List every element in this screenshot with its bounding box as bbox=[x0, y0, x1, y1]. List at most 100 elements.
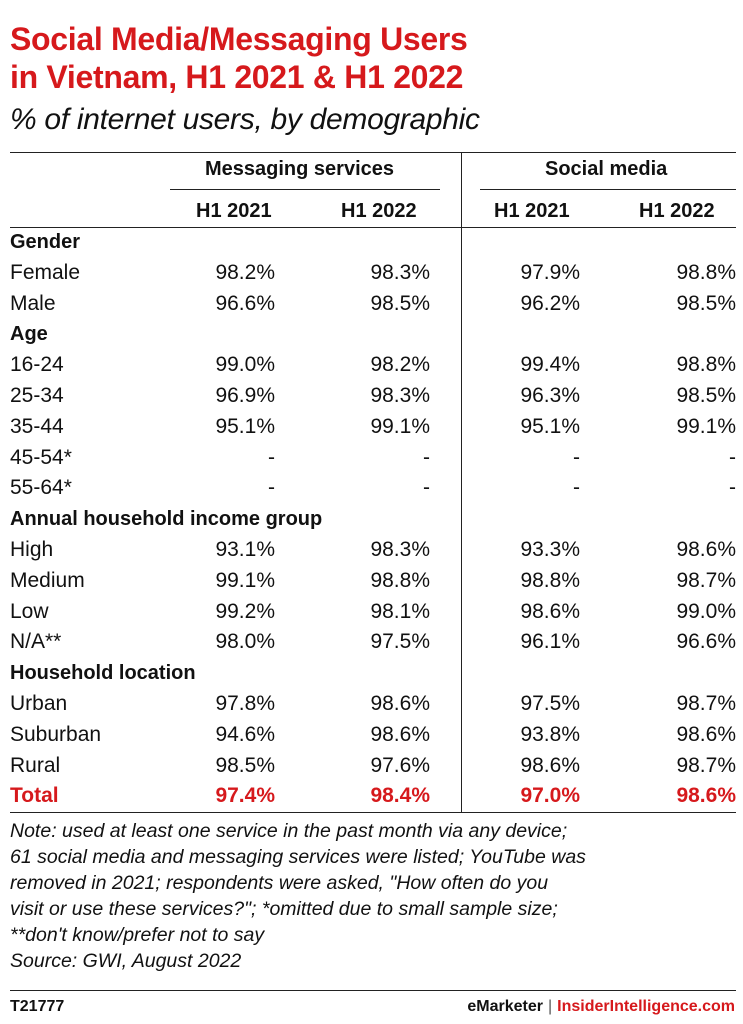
table-cell: 97.5% bbox=[520, 692, 580, 715]
table-cell: 93.1% bbox=[215, 538, 275, 561]
table-cell: 98.7% bbox=[676, 692, 736, 715]
table-cell: 98.7% bbox=[676, 753, 736, 777]
footer-branding: eMarketer | InsiderIntelligence.com bbox=[467, 998, 735, 1016]
total-cell: 97.0% bbox=[520, 784, 580, 808]
table-cell: 98.1% bbox=[370, 599, 430, 623]
row-label: 16-24 bbox=[10, 353, 64, 377]
table-cell: 98.5% bbox=[370, 291, 430, 315]
header-bottom-rule bbox=[10, 227, 736, 228]
row-label: Male bbox=[10, 291, 56, 315]
table-cell: 98.0% bbox=[215, 630, 275, 654]
table-cell: 99.1% bbox=[215, 568, 275, 592]
brand-insiderintelligence: InsiderIntelligence.com bbox=[557, 998, 735, 1015]
row-group-header: Age bbox=[10, 323, 48, 346]
table-top-rule bbox=[10, 152, 736, 153]
table-cell: 99.0% bbox=[676, 599, 736, 623]
table-cell: - bbox=[268, 476, 275, 500]
table-cell: 98.8% bbox=[676, 353, 736, 377]
table-cell: 97.8% bbox=[215, 692, 275, 715]
chart-title-line-2: in Vietnam, H1 2021 & H1 2022 bbox=[10, 59, 464, 95]
column-group-messaging: Messaging services bbox=[205, 158, 394, 180]
note-line: **don't know/prefer not to say bbox=[10, 924, 265, 946]
table-cell: 98.6% bbox=[520, 753, 580, 777]
column-group-social-media: Social media bbox=[545, 158, 668, 180]
total-cell: 98.4% bbox=[370, 784, 430, 808]
table-cell: 95.1% bbox=[520, 414, 580, 438]
chart-id: T21777 bbox=[10, 998, 65, 1015]
table-cell: 99.2% bbox=[215, 599, 275, 623]
total-cell: 98.6% bbox=[676, 784, 736, 808]
note-line: removed in 2021; respondents were asked,… bbox=[10, 872, 549, 894]
row-label: High bbox=[10, 538, 54, 561]
table-cell: - bbox=[423, 476, 430, 500]
table-cell: - bbox=[729, 476, 736, 500]
table-cell: 97.6% bbox=[370, 753, 430, 777]
table-cell: 99.4% bbox=[520, 353, 580, 377]
row-label: 45-54* bbox=[10, 445, 72, 469]
table-cell: 96.3% bbox=[520, 384, 580, 407]
table-cell: 98.2% bbox=[370, 353, 430, 377]
chart-title-line-1: Social Media/Messaging Users bbox=[10, 21, 468, 57]
note-line: Note: used at least one service in the p… bbox=[10, 820, 568, 842]
column-header-sm-2022: H1 2022 bbox=[639, 200, 715, 222]
table-cell: - bbox=[268, 445, 275, 469]
row-group-header: Gender bbox=[10, 231, 81, 253]
total-cell: 97.4% bbox=[215, 784, 275, 808]
table-cell: 97.5% bbox=[370, 630, 430, 654]
messaging-header-rule bbox=[170, 189, 440, 190]
table-cell: 99.1% bbox=[676, 414, 736, 438]
row-label: 55-64* bbox=[10, 476, 72, 500]
table-cell: 98.5% bbox=[215, 753, 275, 777]
table-cell: 96.1% bbox=[520, 630, 580, 654]
table-cell: 96.2% bbox=[520, 291, 580, 315]
table-cell: 98.5% bbox=[676, 384, 736, 407]
table-cell: 98.8% bbox=[370, 568, 430, 592]
table-cell: 95.1% bbox=[215, 414, 275, 438]
table-cell: 97.9% bbox=[520, 260, 580, 284]
table-cell: 98.2% bbox=[215, 260, 275, 284]
table-cell: 93.3% bbox=[520, 538, 580, 561]
table-cell: 96.9% bbox=[215, 384, 275, 407]
table-cell: - bbox=[573, 445, 580, 469]
row-label: Rural bbox=[10, 753, 61, 777]
brand-separator: | bbox=[548, 998, 553, 1015]
table-cell: 98.5% bbox=[676, 291, 736, 315]
table-cell: - bbox=[423, 445, 430, 469]
table-cell: 98.6% bbox=[676, 722, 736, 746]
table-cell: 96.6% bbox=[215, 291, 275, 315]
table-cell: 99.0% bbox=[215, 353, 275, 377]
column-header-sm-2021: H1 2021 bbox=[494, 200, 570, 222]
note-line: 61 social media and messaging services w… bbox=[10, 846, 586, 868]
row-group-header: Household location bbox=[10, 662, 196, 685]
table-cell: 99.1% bbox=[370, 414, 430, 438]
row-label: N/A** bbox=[10, 630, 62, 654]
source-line: Source: GWI, August 2022 bbox=[10, 950, 242, 972]
chart-subtitle: % of internet users, by demographic bbox=[10, 103, 480, 136]
row-label: 35-44 bbox=[10, 414, 64, 438]
brand-emarketer: eMarketer bbox=[467, 998, 544, 1015]
table-cell: 98.6% bbox=[370, 722, 430, 746]
table-cell: 98.7% bbox=[676, 568, 736, 592]
table-cell: 96.6% bbox=[676, 630, 736, 654]
table-cell: 98.8% bbox=[520, 568, 580, 592]
row-label: Medium bbox=[10, 568, 85, 592]
social-header-rule bbox=[480, 189, 736, 190]
table-cell: 94.6% bbox=[215, 722, 275, 746]
column-header-msg-2022: H1 2022 bbox=[341, 200, 417, 222]
table-cell: 98.6% bbox=[676, 538, 736, 561]
table-cell: 98.6% bbox=[520, 599, 580, 623]
table-cell: 98.6% bbox=[370, 692, 430, 715]
table-cell: 93.8% bbox=[520, 722, 580, 746]
note-block: Note: used at least one service in the p… bbox=[10, 818, 736, 974]
row-label: Suburban bbox=[10, 722, 102, 746]
note-line: visit or use these services?"; *omitted … bbox=[10, 898, 558, 920]
row-label: Female bbox=[10, 260, 81, 284]
table-cell: 98.3% bbox=[370, 260, 430, 284]
total-row-label: Total bbox=[10, 784, 59, 808]
footer-rule bbox=[10, 990, 736, 991]
table-cell: 98.8% bbox=[676, 260, 736, 284]
row-label: 25-34 bbox=[10, 384, 64, 407]
row-label: Urban bbox=[10, 692, 68, 715]
column-header-msg-2021: H1 2021 bbox=[196, 200, 272, 222]
column-group-divider bbox=[461, 152, 462, 812]
